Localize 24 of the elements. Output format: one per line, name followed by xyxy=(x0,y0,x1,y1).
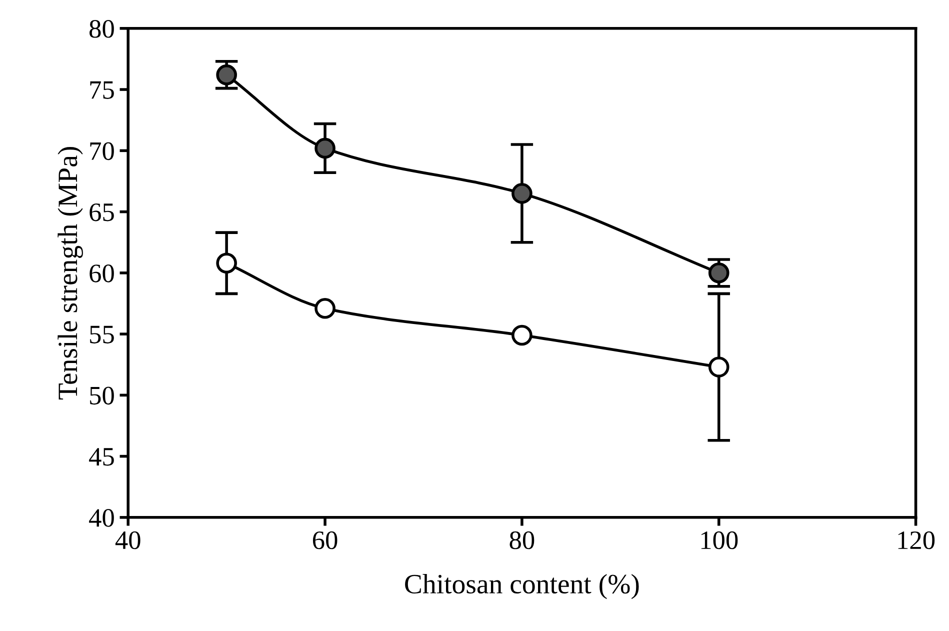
y-tick-label: 60 xyxy=(90,264,114,282)
y-tick-label: 65 xyxy=(90,203,114,222)
x-tick-label: 60 xyxy=(312,531,338,550)
y-tick-label: 80 xyxy=(90,20,114,38)
point xyxy=(314,298,336,319)
y-tick-label: 75 xyxy=(90,81,114,99)
y-axis-title: Tensile strength (MPa) xyxy=(58,147,83,400)
point xyxy=(314,138,336,159)
x-tick-label: 40 xyxy=(115,531,140,550)
x-tick-label: 80 xyxy=(510,531,534,550)
x-tick-label: 100 xyxy=(701,531,738,550)
point xyxy=(512,324,532,346)
point xyxy=(216,64,237,86)
point xyxy=(216,252,237,274)
y-tick-label: 50 xyxy=(90,386,114,405)
y-tick-label: 55 xyxy=(90,326,114,344)
point xyxy=(708,356,730,378)
point xyxy=(512,183,532,204)
y-tick-label: 45 xyxy=(89,448,114,466)
x-axis-title: Chitosan content (%) xyxy=(405,574,639,600)
y-tick-label: 70 xyxy=(90,142,114,160)
point xyxy=(708,262,730,284)
y-tick-label: 40 xyxy=(89,509,114,527)
x-tick-label: 120 xyxy=(898,531,935,550)
